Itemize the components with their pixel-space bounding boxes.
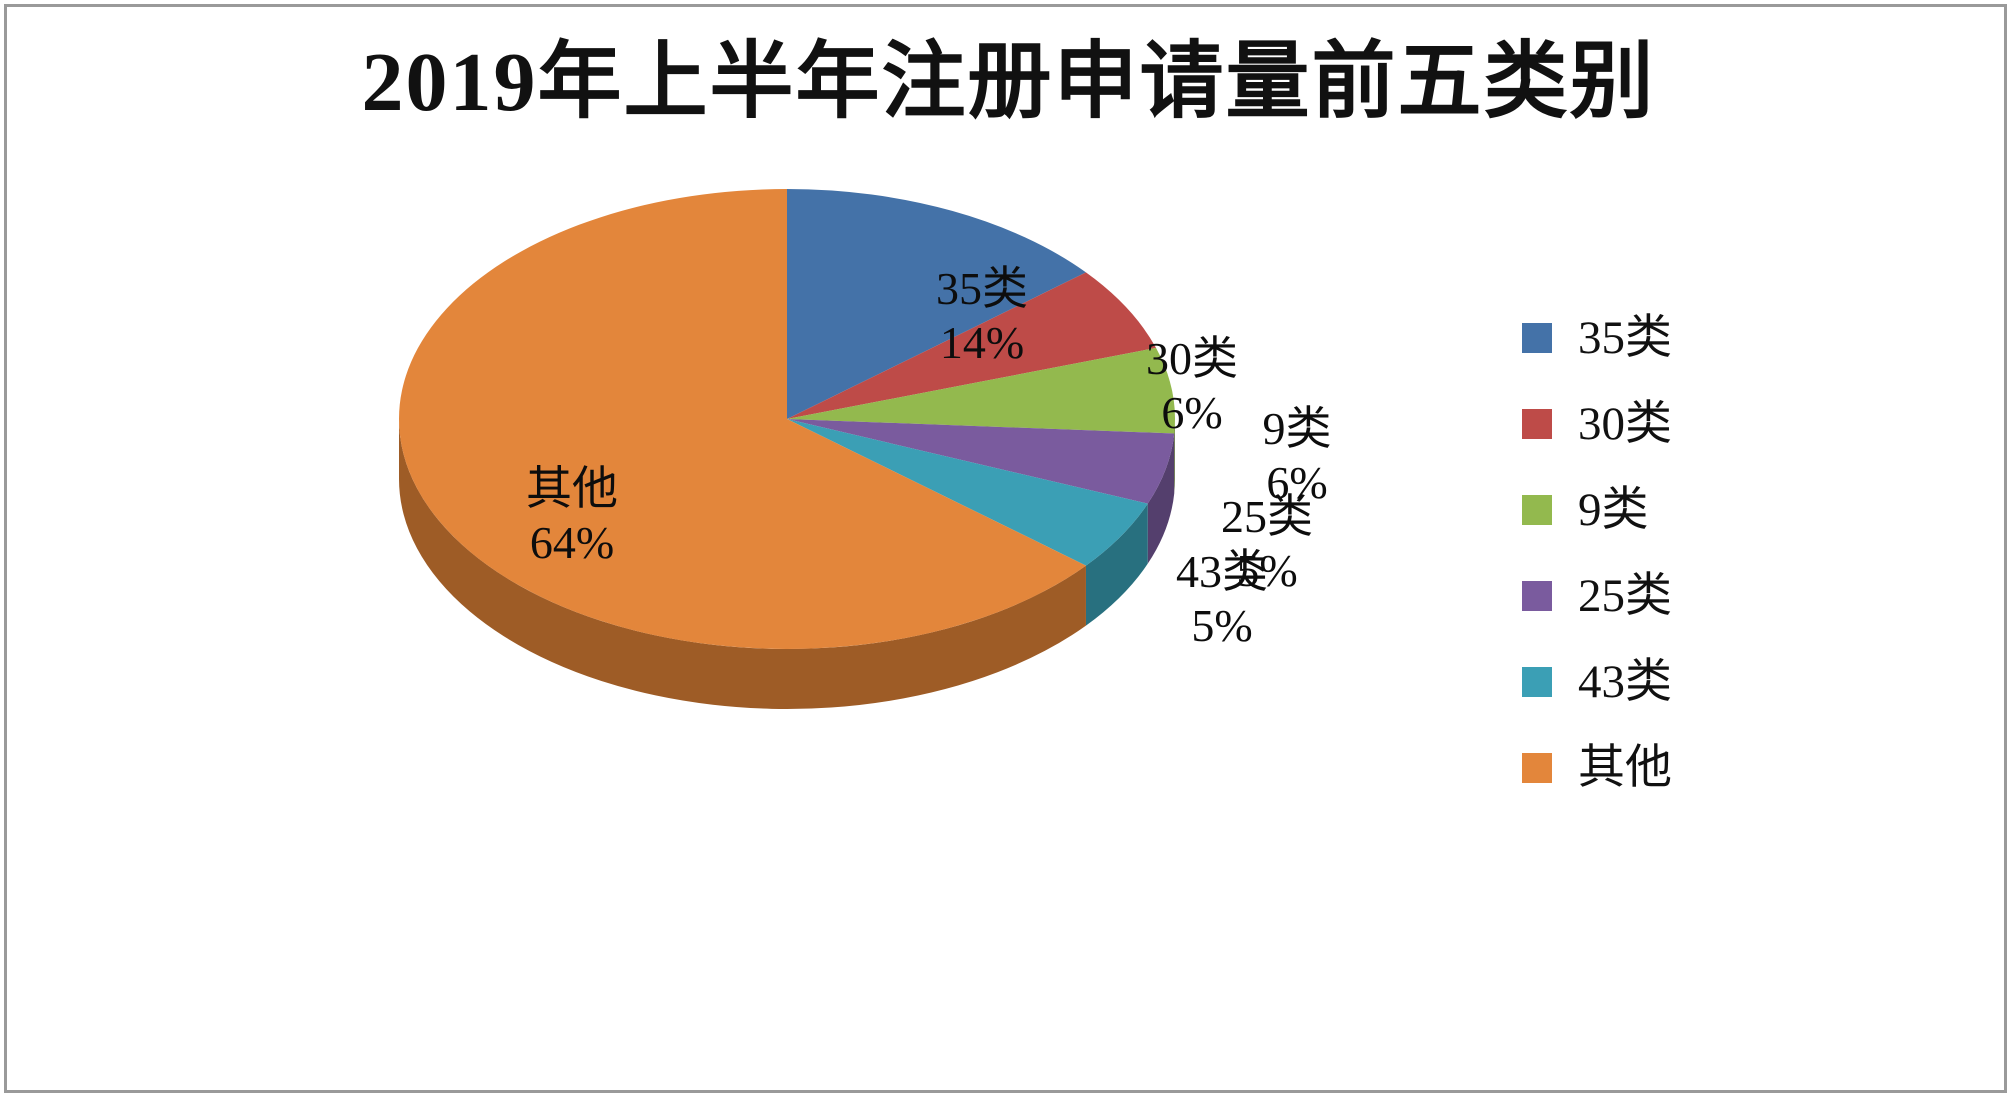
legend-label-25: 25类 <box>1578 570 1672 622</box>
legend-swatch-other-icon <box>1522 753 1552 783</box>
legend-swatch-25-icon <box>1522 581 1552 611</box>
legend-item-25[interactable]: 25类 <box>1522 565 1852 627</box>
pie-label-25: 25类 5% <box>1172 490 1362 598</box>
legend-swatch-43-icon <box>1522 667 1552 697</box>
pie-side-4 <box>1085 503 1148 626</box>
pie-label-25-name: 25类 <box>1221 491 1313 542</box>
pie-chart-graphic <box>398 189 1175 709</box>
chart-legend: 35类 30类 9类 25类 43类 其他 <box>1522 307 1852 823</box>
legend-label-43: 43类 <box>1578 656 1672 708</box>
pie-side-3 <box>1147 433 1175 564</box>
legend-swatch-35-icon <box>1522 323 1552 353</box>
legend-item-9[interactable]: 9类 <box>1522 479 1852 541</box>
pie-slice-43类 <box>787 419 1148 566</box>
legend-label-other: 其他 <box>1578 742 1672 794</box>
pie-label-9-name: 9类 <box>1262 403 1332 454</box>
legend-label-30: 30类 <box>1578 398 1672 450</box>
chart-frame: 2019年上半年注册申请量前五类别 35类 14% 30类 6% 9类 6% <box>4 4 2007 1093</box>
pie-label-9: 9类 6% <box>1202 402 1392 510</box>
chart-title: 2019年上半年注册申请量前五类别 <box>361 36 1656 129</box>
pie-slice-35类 <box>787 189 1086 419</box>
pie-slice-其他 <box>398 189 1086 650</box>
legend-item-other[interactable]: 其他 <box>1522 737 1852 799</box>
legend-swatch-9-icon <box>1522 495 1552 525</box>
pie-side-2 <box>1174 419 1175 494</box>
pie-slice-30类 <box>787 272 1157 419</box>
legend-item-30[interactable]: 30类 <box>1522 393 1852 455</box>
legend-item-35[interactable]: 35类 <box>1522 307 1852 369</box>
pie-label-25-pct: 5% <box>1236 545 1298 596</box>
legend-label-9: 9类 <box>1578 484 1649 536</box>
legend-swatch-30-icon <box>1522 409 1552 439</box>
pie-slice-9类 <box>787 347 1175 434</box>
legend-item-43[interactable]: 43类 <box>1522 651 1852 713</box>
pie-slice-25类 <box>787 419 1175 504</box>
pie-top-face <box>398 189 1175 650</box>
pie-side-5 <box>399 419 1086 709</box>
pie-label-9-pct: 6% <box>1266 457 1328 508</box>
legend-label-35: 35类 <box>1578 312 1672 364</box>
pie-3d-side-walls <box>399 419 1175 709</box>
